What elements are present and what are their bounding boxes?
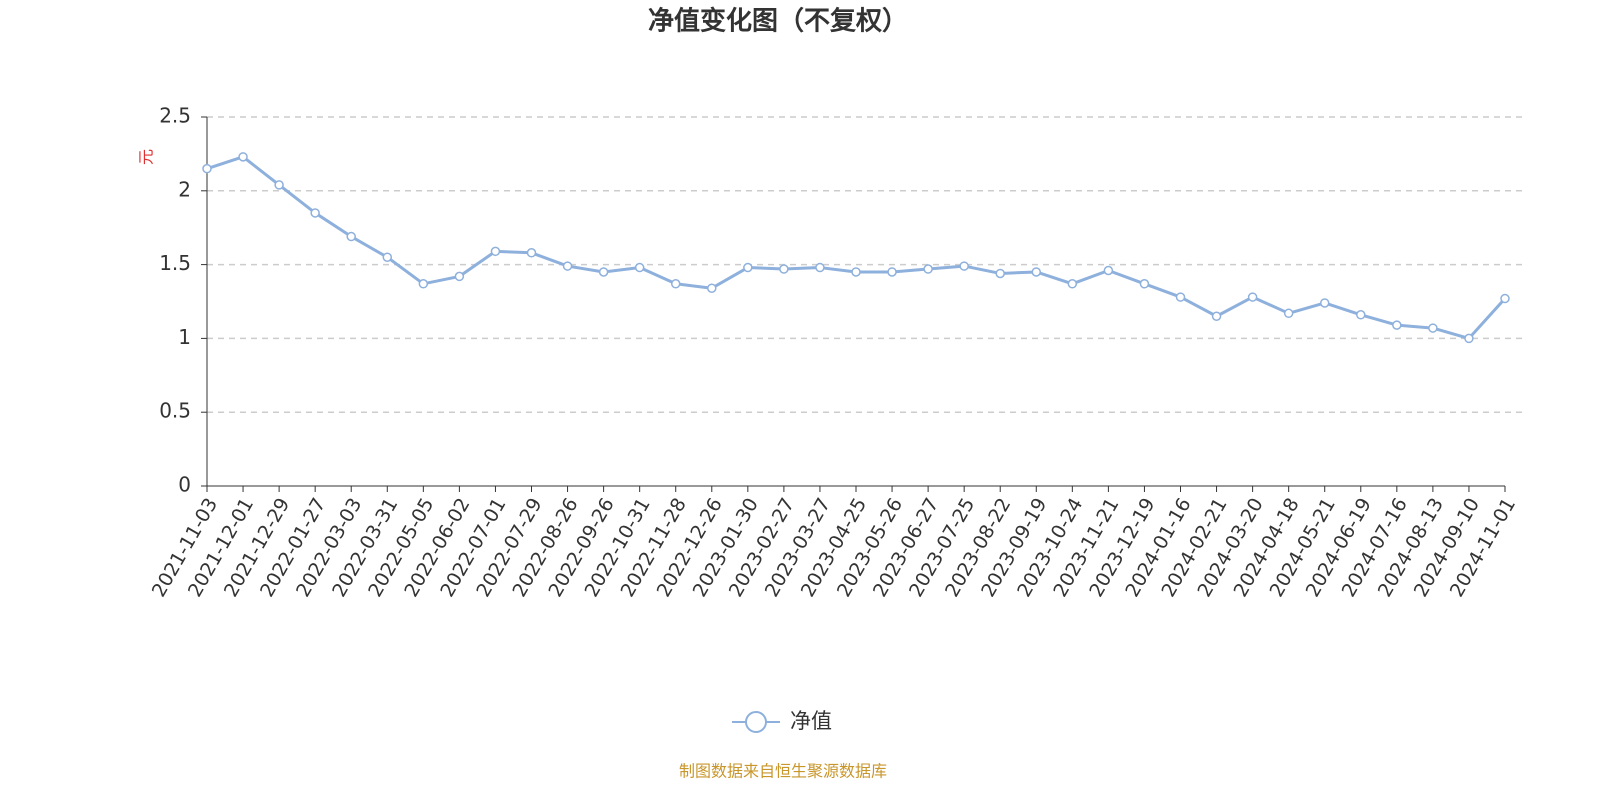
data-point xyxy=(923,264,933,274)
y-tick-label: 2 xyxy=(178,177,191,201)
y-tick-label: 1 xyxy=(178,325,191,349)
data-point xyxy=(1031,267,1042,277)
y-tick-label: 0.5 xyxy=(159,399,191,423)
data-point xyxy=(1319,298,1330,308)
data-point xyxy=(1247,292,1258,302)
data-point xyxy=(454,271,465,282)
y-tick-label: 2.5 xyxy=(159,104,191,128)
data-point xyxy=(382,252,393,262)
data-point xyxy=(1464,333,1474,344)
data-point xyxy=(815,262,825,273)
data-point xyxy=(995,268,1005,279)
data-point xyxy=(1392,320,1402,330)
data-point xyxy=(202,163,212,174)
data-point xyxy=(418,279,429,289)
data-point xyxy=(310,208,320,218)
data-point xyxy=(526,248,537,258)
y-tick-label: 0 xyxy=(178,473,191,497)
data-point xyxy=(562,261,573,271)
y-axis-label: 元 xyxy=(137,149,156,165)
data-point xyxy=(1103,265,1114,276)
data-point xyxy=(1139,279,1150,289)
data-point xyxy=(670,279,681,289)
legend-marker xyxy=(745,711,767,733)
data-point xyxy=(743,262,753,273)
chart-title: 净值变化图（不复权） xyxy=(648,6,908,37)
data-point xyxy=(634,262,645,273)
data-point xyxy=(346,231,356,242)
data-point xyxy=(274,180,284,190)
data-point xyxy=(598,267,609,277)
data-point xyxy=(1428,323,1438,333)
data-point xyxy=(1356,310,1366,320)
data-point xyxy=(490,246,501,257)
source-note: 制图数据来自恒生聚源数据库 xyxy=(679,762,887,781)
data-point xyxy=(1283,308,1294,319)
data-point xyxy=(1500,293,1510,304)
data-point xyxy=(851,267,861,277)
data-point xyxy=(1175,292,1186,302)
legend-label: 净值 xyxy=(790,709,832,733)
data-point xyxy=(959,261,969,271)
y-tick-label: 1.5 xyxy=(159,251,191,275)
series-line xyxy=(206,155,1507,340)
data-point xyxy=(707,283,717,293)
data-point xyxy=(238,152,248,162)
data-point xyxy=(887,267,897,277)
data-point xyxy=(1211,311,1222,322)
data-point xyxy=(1067,279,1078,289)
data-point xyxy=(779,264,789,274)
